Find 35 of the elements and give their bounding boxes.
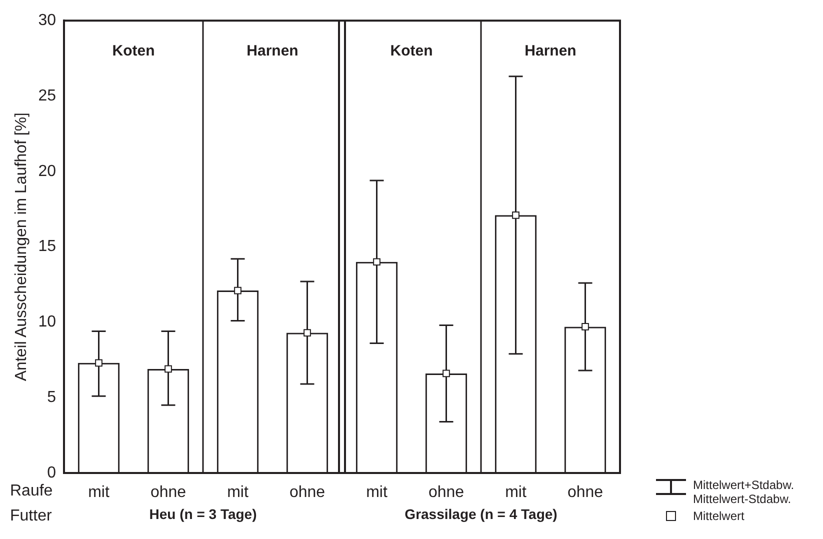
text: Mittelwert+Stdabw.: [693, 478, 794, 492]
annotation: Koten: [112, 42, 155, 60]
point: [304, 329, 311, 336]
x-tick-label: mit: [505, 484, 527, 502]
point: [512, 211, 520, 219]
y-tick-label: 0: [47, 464, 56, 482]
y-axis-title: Anteil Ausscheidungen im Laufhof [%]: [13, 112, 30, 382]
text: Futter: [10, 507, 52, 524]
point: [234, 286, 242, 294]
text: Mittelwert-Stdabw.: [693, 492, 792, 506]
y-tick-label: 30: [38, 12, 56, 30]
text: Grassilage (n = 4 Tage): [404, 506, 558, 522]
x-tick-label: mit: [88, 484, 110, 502]
y-tick-label: 15: [38, 238, 56, 256]
point: [582, 323, 589, 330]
y-tick-label: 20: [38, 162, 56, 180]
point: [164, 365, 172, 373]
annotation: Harnen: [524, 42, 576, 60]
x-tick-label: mit: [227, 484, 249, 502]
annotation: Harnen: [246, 42, 298, 60]
point: [442, 370, 450, 378]
point: [95, 359, 102, 367]
y-tick-label: 25: [38, 87, 56, 104]
x-tick-label: mit: [366, 484, 388, 502]
annotation: Koten: [390, 42, 433, 60]
y-tick-label: 5: [47, 389, 56, 406]
y-tick-label: 10: [38, 314, 56, 331]
x-tick-label: ohne: [567, 484, 604, 502]
text: Raufe: [10, 482, 53, 500]
text: Heu (n = 3 Tage): [149, 506, 257, 522]
point: [373, 258, 380, 266]
x-tick-label: ohne: [289, 484, 326, 502]
x-tick-label: ohne: [150, 484, 186, 502]
legend-label: Mittelwert: [693, 509, 744, 523]
x-tick-label: ohne: [428, 484, 464, 502]
